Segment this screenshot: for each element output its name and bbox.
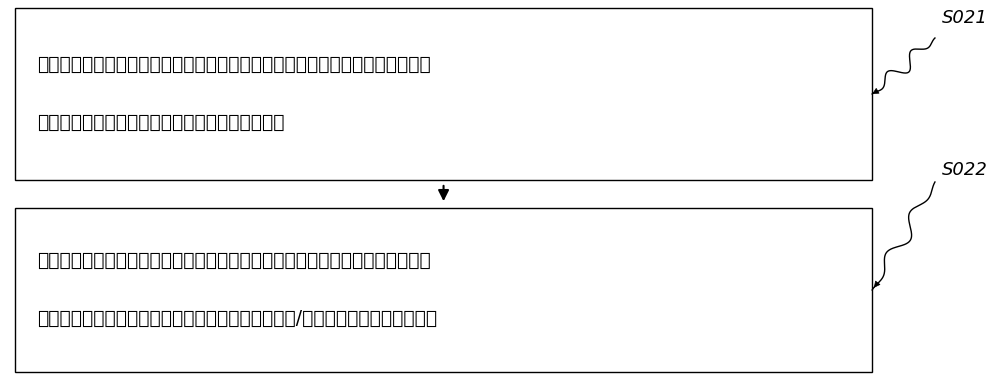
Text: 接口服务器按照预设时间频率下发实时数据报文至采集设备以获取采集设备的实: 接口服务器按照预设时间频率下发实时数据报文至采集设备以获取采集设备的实 xyxy=(37,54,431,73)
Bar xyxy=(15,208,872,372)
Text: S021: S021 xyxy=(942,9,988,27)
Bar xyxy=(15,8,872,180)
Text: 时数据，同时，接口服务器记录采集设备响应信息: 时数据，同时，接口服务器记录采集设备响应信息 xyxy=(37,112,284,131)
Text: S022: S022 xyxy=(942,161,988,179)
Text: 根据接口服务器记录的采集设备响应信息，按照预设条件判断采集设备与接口服: 根据接口服务器记录的采集设备响应信息，按照预设条件判断采集设备与接口服 xyxy=(37,250,431,269)
Text: 务器的连接情况，且对应生成接口服务器故障告警和/或采集设备故障告警并输出: 务器的连接情况，且对应生成接口服务器故障告警和/或采集设备故障告警并输出 xyxy=(37,309,437,328)
